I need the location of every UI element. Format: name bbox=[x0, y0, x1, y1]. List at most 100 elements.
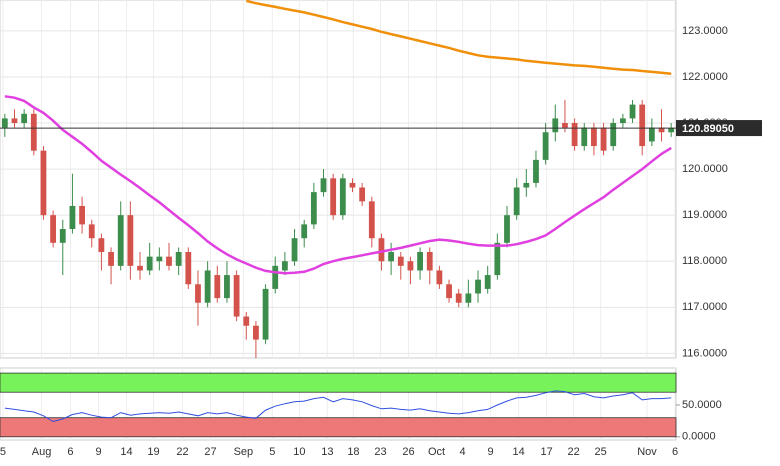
x-tick-label: 14 bbox=[512, 446, 524, 458]
x-tick-label: Nov bbox=[637, 446, 657, 458]
rsi-band bbox=[0, 417, 677, 438]
candle-body bbox=[571, 123, 578, 147]
candle-body bbox=[368, 201, 375, 239]
x-tick-label: 9 bbox=[488, 446, 494, 458]
line-series bbox=[246, 0, 672, 75]
candle-body bbox=[214, 275, 221, 299]
x-tick-label: 19 bbox=[147, 446, 159, 458]
candle-body bbox=[417, 252, 423, 271]
x-tick-label: 9 bbox=[95, 446, 101, 458]
candle-body bbox=[146, 256, 153, 271]
candle-body bbox=[494, 242, 501, 276]
candle-body bbox=[224, 275, 230, 299]
price-panel bbox=[0, 0, 677, 359]
candle-body bbox=[330, 178, 337, 216]
last-price-box bbox=[676, 120, 762, 137]
candle-body bbox=[127, 215, 134, 266]
candle-body bbox=[310, 192, 317, 225]
x-tick-label: 4 bbox=[460, 446, 466, 458]
x-tick-label: 13 bbox=[321, 446, 333, 458]
candle-body bbox=[272, 265, 279, 289]
x-tick-label: 22 bbox=[176, 446, 188, 458]
candle-body bbox=[11, 118, 18, 124]
candle-body bbox=[40, 150, 47, 216]
candle-body bbox=[581, 127, 588, 147]
line-series bbox=[4, 95, 672, 275]
x-tick-label: 5 bbox=[0, 446, 6, 458]
candle-body bbox=[88, 224, 95, 239]
candle-body bbox=[591, 127, 597, 147]
candle-body bbox=[378, 238, 385, 262]
x-tick-label: 27 bbox=[204, 446, 216, 458]
candle-body bbox=[50, 215, 57, 243]
candle-body bbox=[658, 127, 665, 133]
x-tick-label: 14 bbox=[120, 446, 132, 458]
candle-body bbox=[166, 256, 172, 266]
candle-body bbox=[79, 205, 85, 225]
candle-body bbox=[407, 261, 414, 271]
candle-body bbox=[542, 132, 549, 160]
y-tick-label: 120.0000 bbox=[682, 163, 728, 175]
candle-body bbox=[504, 215, 510, 243]
line-series bbox=[4, 390, 672, 423]
candle-body bbox=[513, 187, 520, 216]
candle-body bbox=[108, 252, 114, 266]
candle-body bbox=[185, 252, 192, 285]
candle-body bbox=[233, 275, 240, 317]
candle-body bbox=[629, 104, 636, 119]
x-tick-label: 5 bbox=[269, 446, 275, 458]
x-tick-label: 22 bbox=[568, 446, 580, 458]
candle-body bbox=[320, 178, 327, 193]
x-tick-label: 10 bbox=[293, 446, 305, 458]
candle-body bbox=[436, 270, 443, 285]
candle-body bbox=[639, 104, 646, 147]
candle-body bbox=[98, 238, 105, 253]
candle-body bbox=[619, 118, 626, 124]
candle-body bbox=[291, 238, 298, 262]
candle-body bbox=[1, 118, 8, 128]
candle-body bbox=[465, 293, 472, 303]
candle-body bbox=[455, 293, 462, 303]
candle-body bbox=[648, 127, 655, 142]
y-tick-label: 123.0000 bbox=[682, 25, 728, 37]
candle-body bbox=[600, 127, 607, 151]
candle-body bbox=[137, 265, 143, 271]
x-tick-label: 18 bbox=[347, 446, 359, 458]
candle-body bbox=[156, 256, 163, 262]
y-tick-label: 50.0000 bbox=[682, 399, 722, 411]
candle-body bbox=[359, 187, 366, 202]
candle-body bbox=[484, 275, 491, 289]
x-tick-label: 25 bbox=[595, 446, 607, 458]
candle-body bbox=[30, 113, 37, 151]
x-tick-label: 6 bbox=[672, 446, 678, 458]
candle-body bbox=[388, 252, 395, 262]
y-tick-label: 117.0000 bbox=[682, 301, 727, 313]
y-tick-label: 119.0000 bbox=[682, 209, 727, 221]
candle-body bbox=[69, 205, 76, 229]
candle-body bbox=[610, 123, 617, 147]
x-tick-label: 26 bbox=[402, 446, 414, 458]
candle-body bbox=[552, 118, 559, 133]
x-tick-label: 23 bbox=[374, 446, 386, 458]
candle-body bbox=[397, 256, 404, 266]
y-tick-label: 0.0000 bbox=[682, 431, 716, 443]
x-tick-label: Sep bbox=[234, 446, 254, 458]
candle-body bbox=[204, 270, 211, 303]
y-tick-label: 122.0000 bbox=[682, 71, 728, 83]
candle-body bbox=[533, 159, 539, 183]
candle-body bbox=[668, 128, 675, 133]
x-tick-label: Aug bbox=[32, 446, 52, 458]
y-tick-label: 116.0000 bbox=[682, 347, 727, 359]
candle-body bbox=[562, 123, 568, 128]
candle-body bbox=[523, 182, 530, 188]
candle-body bbox=[59, 228, 66, 243]
candle-body bbox=[175, 252, 182, 266]
candle-body bbox=[339, 178, 346, 216]
candle-body bbox=[262, 288, 269, 340]
candle-body bbox=[281, 261, 288, 271]
rsi-band bbox=[0, 372, 677, 393]
last-price-label: 120.89050 bbox=[682, 123, 734, 135]
y-tick-label: 118.0000 bbox=[682, 255, 727, 267]
candle-body bbox=[253, 325, 259, 340]
